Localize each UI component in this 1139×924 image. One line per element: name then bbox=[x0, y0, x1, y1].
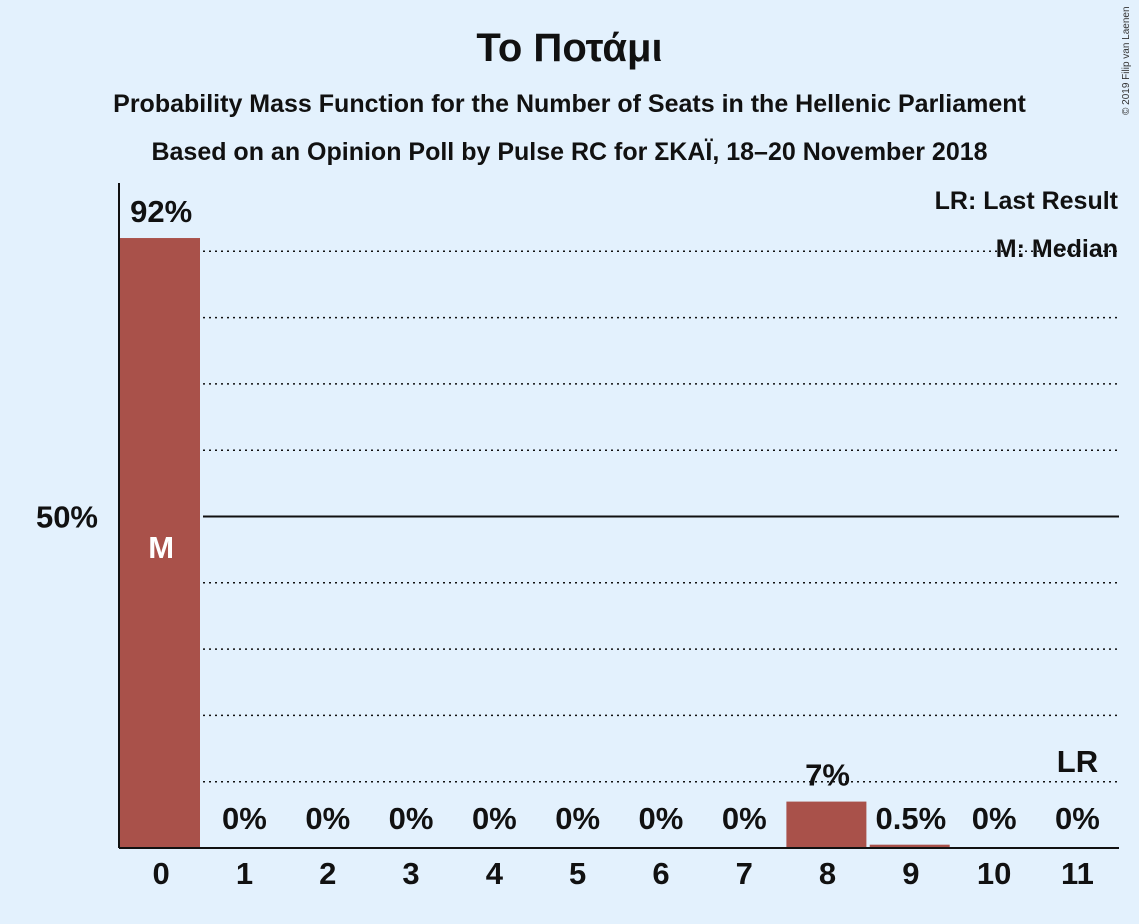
value-label-10: 0% bbox=[972, 801, 1017, 836]
x-tick-8: 8 bbox=[819, 856, 836, 891]
x-tick-3: 3 bbox=[402, 856, 419, 891]
bar-0 bbox=[120, 238, 200, 849]
legend-median: M: Median bbox=[996, 235, 1118, 263]
chart-title: Το Ποτάμι bbox=[476, 26, 663, 70]
last-result-marker: LR bbox=[1057, 744, 1098, 779]
x-tick-7: 7 bbox=[736, 856, 753, 891]
bar-9 bbox=[869, 844, 950, 848]
x-tick-1: 1 bbox=[236, 856, 253, 891]
x-tick-2: 2 bbox=[319, 856, 336, 891]
x-tick-6: 6 bbox=[652, 856, 669, 891]
x-tick-5: 5 bbox=[569, 856, 586, 891]
value-label-6: 0% bbox=[639, 801, 684, 836]
gridlines bbox=[203, 250, 1119, 783]
value-labels: 92% 0% 0% 0% 0% 0% 0% 0% 7% 0.5% 0% 0% bbox=[130, 194, 1100, 836]
y-tick-50: 50% bbox=[36, 500, 98, 535]
value-label-0: 92% bbox=[130, 194, 192, 229]
y-tick-labels: 50% bbox=[36, 500, 98, 535]
value-label-9: 0.5% bbox=[876, 801, 947, 836]
markers: M LR bbox=[148, 530, 1098, 779]
chart-subtitle-2: Based on an Opinion Poll by Pulse RC for… bbox=[151, 138, 988, 166]
axes bbox=[118, 183, 1119, 849]
value-label-7: 0% bbox=[722, 801, 767, 836]
x-tick-0: 0 bbox=[153, 856, 170, 891]
legend: LR: Last Result M: Median bbox=[935, 187, 1119, 263]
x-tick-11: 11 bbox=[1061, 856, 1094, 891]
value-label-11: 0% bbox=[1055, 801, 1100, 836]
value-label-4: 0% bbox=[472, 801, 517, 836]
bars bbox=[120, 238, 950, 849]
value-label-5: 0% bbox=[555, 801, 600, 836]
median-marker: M bbox=[148, 530, 174, 565]
x-tick-10: 10 bbox=[977, 856, 1011, 891]
value-label-8: 7% bbox=[805, 758, 850, 793]
chart-subtitle-1: Probability Mass Function for the Number… bbox=[113, 90, 1026, 118]
value-label-2: 0% bbox=[305, 801, 350, 836]
x-tick-9: 9 bbox=[902, 856, 919, 891]
bar-8 bbox=[786, 801, 867, 848]
value-label-1: 0% bbox=[222, 801, 267, 836]
x-tick-labels: 0 1 2 3 4 5 6 7 8 9 10 11 bbox=[153, 856, 1094, 891]
value-label-3: 0% bbox=[389, 801, 434, 836]
legend-last-result: LR: Last Result bbox=[935, 187, 1119, 215]
x-tick-4: 4 bbox=[486, 856, 504, 891]
